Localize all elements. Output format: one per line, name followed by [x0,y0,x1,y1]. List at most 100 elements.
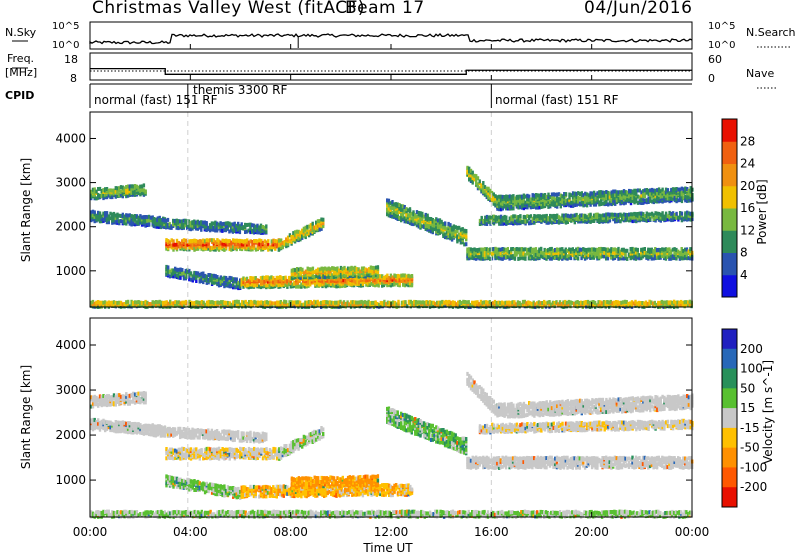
power-colorbar-cell-0 [722,274,737,298]
power-band-i [386,198,468,247]
power-colorbar-tick-3: 16 [740,201,755,215]
power-band-j [466,165,499,210]
freq-panel: Freq. [MHz] 18 8 60 0 Nave [5,52,778,89]
time-tick-label-2: 08:00 [273,525,308,539]
power-colorbar-cell-2 [722,230,737,253]
power-range-tick-label-3: 4000 [55,131,86,145]
vel-band-l [466,455,694,470]
power-colorbar-label: Power [dB] [755,179,769,244]
freq-tick-high: 18 [64,53,78,66]
time-tick-label-3: 12:00 [374,525,409,539]
power-colorbar-frame [721,118,738,298]
power-range-tick-label-0: 1000 [55,264,86,278]
cpid-segment-3: normal (fast) 151 RF [495,93,619,107]
date-label: 04/Jun/2016 [584,0,693,18]
vel-range-tick-label-3: 4000 [55,338,86,352]
velocity-range-ticks: 1000 2000 3000 4000 [55,338,692,487]
freq-unit-label: [MHz] [5,66,37,79]
nsearch-tick-high: 10^5 [708,21,735,32]
vel-band-a [90,391,147,409]
velocity-range-label: Slant Range [km] [19,365,33,469]
velocity-colorbar-cell-1 [722,348,737,370]
power-colorbar-tick-1: 8 [740,246,748,260]
power-colorbar-tick-0: 4 [740,268,748,282]
velocity-colorbar-frame [721,328,738,508]
nsky-tick-high: 10^5 [52,21,79,32]
velocity-colorbar-cell-6 [722,447,737,468]
vel-band-c [165,446,280,461]
time-tick-label-6: 00:00 [675,525,710,539]
power-range-tick-label-2: 3000 [55,176,86,190]
velocity-colorbar-cell-4 [722,408,737,429]
nave-tick-high: 60 [708,53,722,66]
vel-range-tick-label-0: 1000 [55,473,86,487]
power-band-a [90,183,147,201]
vel-band-d [278,426,325,461]
chart-title: Christmas Valley West (fitACF) [92,0,366,18]
power-band-f [165,264,242,291]
power-colorbar-tick-5: 24 [740,157,755,171]
power-colorbar-tick-6: 28 [740,134,755,148]
vel-band-m [478,418,694,435]
cpid-segment-1: normal (fast) 151 RF [94,93,218,107]
power-colorbar-cell-3 [722,208,737,231]
velocity-colorbar-tick-1: 100 [740,362,763,376]
nave-label: Nave [746,67,774,80]
velocity-colorbar: 200 100 50 15 -15 -50 -100 -200 [721,328,767,508]
time-axis-ticks: 00:00 04:00 08:00 12:00 16:00 20:00 00:00 [73,44,710,539]
vel-band-f [165,474,242,500]
time-axis-label: Time UT [362,541,413,554]
power-colorbar-tick-4: 20 [740,179,755,193]
freq-trace [90,68,692,75]
velocity-colorbar-tick-5: -50 [740,441,760,455]
power-band-g [240,273,414,290]
power-range-label: Slant Range [km] [19,158,33,262]
nave-tick-low: 0 [708,72,715,85]
power-colorbar-cell-1 [722,252,737,276]
power-colorbar-cell-5 [722,163,737,187]
beam-label: Beam 17 [345,0,425,18]
power-colorbar: 4 8 12 16 20 24 28 [721,118,755,298]
vel-band-e [152,425,268,444]
velocity-panel: Slant Range [km] 1000 2000 3000 4000 [19,317,694,519]
cpid-segment-2: themis 3300 RF [193,83,287,97]
nsearch-label: N.Search [746,26,796,39]
vel-band-k [496,393,694,419]
time-tick-label-0: 00:00 [73,525,108,539]
velocity-colorbar-cell-3 [722,388,737,409]
vel-range-tick-label-1: 2000 [55,428,86,442]
time-tick-label-4: 16:00 [474,525,509,539]
power-band-k [496,186,694,212]
power-colorbar-cell-7 [722,119,737,142]
nsearch-tick-low: 10^0 [708,40,735,51]
cpid-panel: CPID normal (fast) 151 RF themis 3300 RF… [5,83,692,108]
freq-tick-low: 8 [70,72,77,85]
power-scatter [90,112,694,309]
velocity-colorbar-cell-2 [722,368,737,389]
vel-range-tick-label-2: 3000 [55,383,86,397]
velocity-colorbar-cell-7 [722,467,737,488]
vel-band-h [290,474,380,490]
velocity-colorbar-tick-3: 15 [740,401,755,415]
velocity-colorbar-cell-0 [722,329,737,350]
power-colorbar-cell-6 [722,141,737,164]
power-colorbar-tick-2: 12 [740,223,755,237]
vel-band-i [386,406,468,456]
velocity-colorbar-cell-5 [722,427,737,449]
velocity-colorbar-tick-4: -15 [740,421,760,435]
time-tick-label-5: 20:00 [574,525,609,539]
nsky-label: N.Sky [5,26,37,39]
velocity-colorbar-tick-2: 50 [740,381,755,395]
velocity-colorbar-label: Velocity [m s^-1] [761,360,775,464]
power-band-c [165,238,280,252]
freq-label: Freq. [7,52,34,65]
velocity-colorbar-tick-6: -100 [740,460,767,474]
power-colorbar-cell-4 [722,185,737,209]
nsky-trace [89,33,693,45]
time-tick-label-1: 04:00 [173,525,208,539]
power-band-d [278,217,325,252]
nsky-panel: N.Sky 10^5 10^0 10^5 10^0 N.Search [5,21,796,51]
power-band-h [290,265,380,281]
power-panel: Slant Range [km] 1000 2000 3000 4000 [19,111,694,309]
